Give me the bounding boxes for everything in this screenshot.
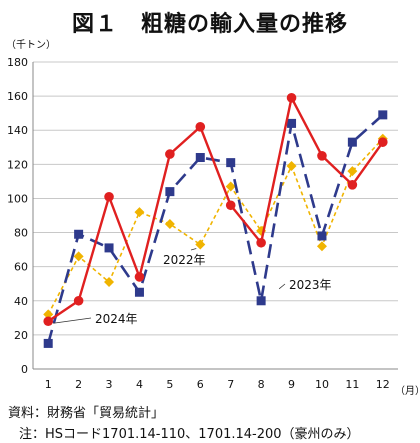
data-point — [286, 93, 297, 103]
data-point — [347, 166, 358, 177]
y-axis-unit: （千トン） — [6, 40, 56, 51]
x-tick-label: 10 — [315, 378, 329, 391]
data-point — [378, 110, 388, 120]
data-point — [287, 118, 297, 128]
x-tick-label: 12 — [376, 378, 390, 391]
y-tick-label: 60 — [14, 261, 28, 274]
source-note: 資料：財務省「貿易統計」 — [8, 406, 165, 421]
data-point — [317, 151, 327, 161]
data-point — [316, 241, 327, 252]
data-point — [347, 137, 357, 147]
x-tick-label: 6 — [197, 378, 204, 391]
data-point — [165, 187, 175, 197]
data-point — [43, 316, 54, 327]
data-point — [195, 239, 206, 250]
data-point — [225, 200, 236, 211]
y-tick-label: 80 — [14, 227, 28, 240]
x-tick-label: 9 — [288, 378, 295, 391]
x-tick-label: 8 — [258, 378, 265, 391]
x-tick-label: 11 — [345, 378, 359, 391]
data-point — [225, 181, 236, 192]
data-point — [134, 207, 145, 218]
data-point — [43, 309, 54, 320]
x-tick-label: 5 — [166, 378, 173, 391]
x-tick-label: 7 — [227, 378, 234, 391]
data-point — [134, 287, 144, 297]
data-point — [73, 251, 84, 262]
y-tick-label: 160 — [7, 90, 28, 103]
label-leader — [190, 248, 197, 251]
data-point — [226, 158, 236, 168]
x-tick-label: 3 — [106, 378, 113, 391]
page-title: 図１ 粗糖の輸入量の推移 — [71, 12, 348, 37]
y-tick-label: 140 — [7, 124, 28, 137]
series-line — [47, 96, 384, 323]
x-tick-label: 2 — [75, 378, 82, 391]
data-point — [195, 122, 206, 132]
label-leader — [278, 283, 286, 290]
data-point — [74, 229, 84, 239]
y-tick-label: 120 — [7, 158, 28, 171]
data-point — [286, 161, 297, 172]
footnote: 注：HSコード1701.14-110、1701.14-200（豪州のみ） — [19, 427, 360, 442]
x-tick-label: 1 — [45, 378, 52, 391]
data-point — [104, 277, 115, 288]
x-tick-label: 4 — [136, 378, 143, 391]
x-axis-unit: （月） — [395, 386, 420, 397]
data-point — [43, 338, 53, 348]
y-tick-label: 180 — [7, 56, 28, 69]
y-tick-label: 0 — [21, 363, 28, 376]
data-point — [317, 231, 327, 241]
series-label: 2023年 — [289, 278, 332, 292]
data-point — [377, 137, 388, 147]
data-point — [104, 243, 114, 253]
series-line — [46, 113, 384, 344]
y-tick-label: 40 — [14, 295, 28, 308]
series-label: 2022年 — [163, 253, 206, 267]
data-point — [134, 272, 145, 282]
data-point — [164, 219, 175, 230]
data-point — [104, 191, 114, 202]
data-point — [347, 180, 358, 190]
y-tick-label: 20 — [14, 329, 28, 342]
data-point — [165, 149, 175, 159]
data-point — [73, 295, 84, 306]
series-line — [47, 138, 384, 315]
y-tick-label: 100 — [7, 192, 28, 205]
data-point — [195, 153, 205, 163]
label-leader — [53, 317, 92, 324]
series-label: 2024年 — [95, 312, 138, 326]
data-point — [256, 296, 266, 306]
data-point — [256, 237, 266, 248]
